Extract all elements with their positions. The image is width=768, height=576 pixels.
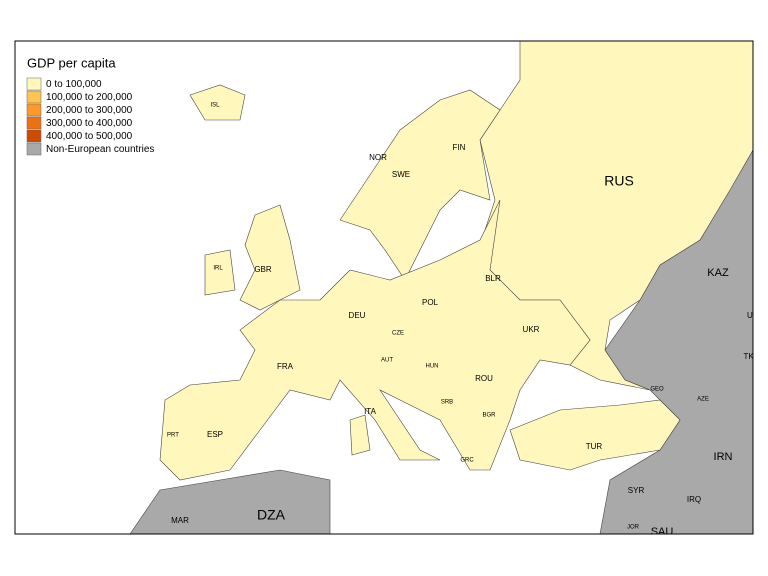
- country-label: NOR: [369, 153, 387, 162]
- country-label: KAZ: [707, 267, 729, 279]
- country-label: AZE: [697, 397, 709, 403]
- country-label: FIN: [453, 143, 466, 152]
- legend-swatch: [26, 103, 42, 117]
- country-label: SWE: [392, 170, 410, 179]
- country: [349, 414, 371, 456]
- country-label: ISL: [210, 103, 220, 109]
- country-label: AUT: [381, 358, 393, 364]
- country-label: ESP: [207, 430, 223, 439]
- country-label: SAU: [651, 526, 674, 538]
- country: [479, 41, 753, 391]
- country-label: RUS: [604, 173, 634, 189]
- country-label: JOR: [627, 525, 640, 531]
- legend-swatch: [26, 77, 42, 91]
- country-label: IRL: [213, 266, 223, 272]
- country: [339, 89, 501, 281]
- legend-swatch: [26, 129, 42, 143]
- country-label: BGR: [482, 413, 496, 419]
- country-label: MAR: [171, 516, 189, 525]
- legend: GDP per capita 0 to 100,000 100,000 to 20…: [26, 55, 154, 156]
- country: [159, 199, 591, 481]
- country-label: GRC: [460, 458, 474, 464]
- legend-title: GDP per capita: [27, 55, 116, 70]
- legend-swatch: [26, 116, 42, 130]
- country-label: IRQ: [687, 495, 701, 504]
- legend-swatch: [26, 142, 42, 156]
- european-land: [159, 41, 753, 481]
- country-label: POL: [422, 298, 439, 307]
- country-label: TUR: [586, 442, 603, 451]
- map-body: ISL FIN NOR SWE RUS IRL GBR BLR POL DEU …: [129, 41, 763, 538]
- legend-label: 300,000 to 400,000: [46, 118, 133, 129]
- country-label: HUN: [426, 364, 439, 370]
- country-label: ROU: [475, 374, 493, 383]
- country-label: UKR: [523, 325, 540, 334]
- legend-swatch: [26, 90, 42, 104]
- country-label: DZA: [257, 507, 286, 523]
- country: [204, 249, 236, 296]
- legend-label: 200,000 to 300,000: [46, 105, 133, 116]
- country: [189, 84, 246, 121]
- country-label: IRN: [714, 451, 733, 463]
- country-label: GEO: [650, 387, 664, 393]
- country-label: ITA: [364, 407, 377, 416]
- country-label: SYR: [628, 486, 645, 495]
- legend-label: Non-European countries: [46, 144, 154, 155]
- country-label: UZB: [747, 311, 763, 320]
- map-frame: [14, 40, 754, 535]
- country-label: DEU: [349, 311, 366, 320]
- legend-label: 400,000 to 500,000: [46, 131, 133, 142]
- country-label: CZE: [392, 331, 404, 337]
- country-label: FRA: [277, 362, 294, 371]
- country-label: SRB: [441, 400, 453, 406]
- country-label: BLR: [485, 274, 501, 283]
- legend-label: 0 to 100,000: [46, 79, 102, 90]
- country-labels: ISL FIN NOR SWE RUS IRL GBR BLR POL DEU …: [167, 103, 763, 538]
- country-label: PRT: [167, 433, 179, 439]
- legend-label: 100,000 to 200,000: [46, 92, 133, 103]
- country: [239, 204, 301, 311]
- country: [509, 399, 681, 471]
- country: [129, 469, 331, 534]
- country-label: GBR: [254, 265, 272, 274]
- country-label: TKM: [744, 352, 761, 361]
